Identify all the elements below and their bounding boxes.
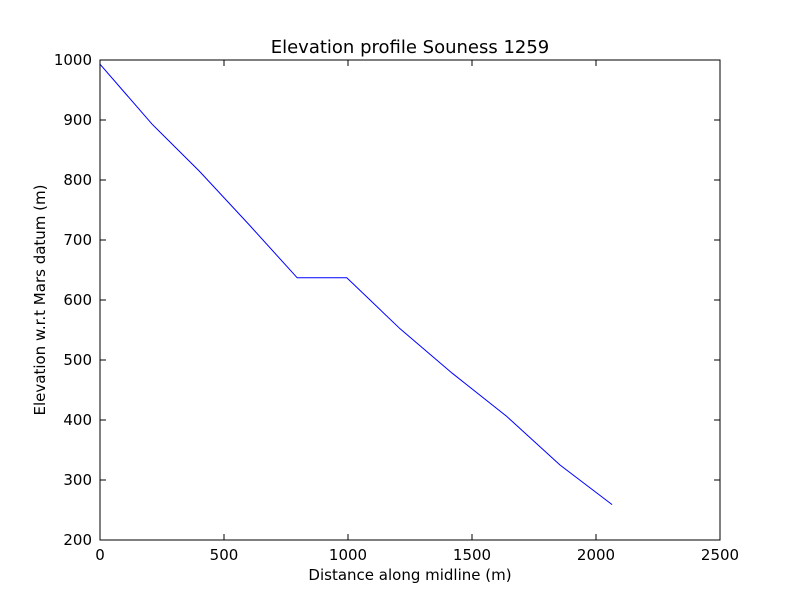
y-tick-label: 900 xyxy=(63,111,92,129)
y-tick-label: 700 xyxy=(63,231,92,249)
x-axis-label: Distance along midline (m) xyxy=(308,566,511,584)
x-tick-label: 2500 xyxy=(701,546,739,564)
series-line-0 xyxy=(99,63,613,505)
x-tick-label: 0 xyxy=(95,546,105,564)
y-axis-label: Elevation w.r.t Mars datum (m) xyxy=(31,185,49,416)
x-tick-label: 500 xyxy=(210,546,239,564)
chart-title: Elevation profile Souness 1259 xyxy=(271,37,550,58)
x-tick-label: 2000 xyxy=(577,546,615,564)
y-tick-label: 600 xyxy=(63,291,92,309)
y-tick-label: 500 xyxy=(63,351,92,369)
x-tick-label: 1500 xyxy=(453,546,491,564)
y-tick-label: 200 xyxy=(63,531,92,549)
plot-background xyxy=(100,60,720,540)
x-tick-label: 1000 xyxy=(329,546,367,564)
y-tick-label: 400 xyxy=(63,411,92,429)
y-tick-label: 1000 xyxy=(54,51,92,69)
y-tick-label: 800 xyxy=(63,171,92,189)
y-tick-label: 300 xyxy=(63,471,92,489)
